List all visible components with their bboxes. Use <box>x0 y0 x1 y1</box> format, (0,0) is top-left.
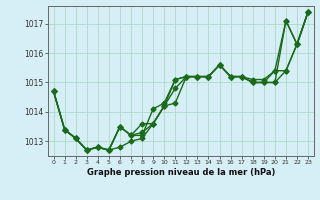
X-axis label: Graphe pression niveau de la mer (hPa): Graphe pression niveau de la mer (hPa) <box>87 168 275 177</box>
